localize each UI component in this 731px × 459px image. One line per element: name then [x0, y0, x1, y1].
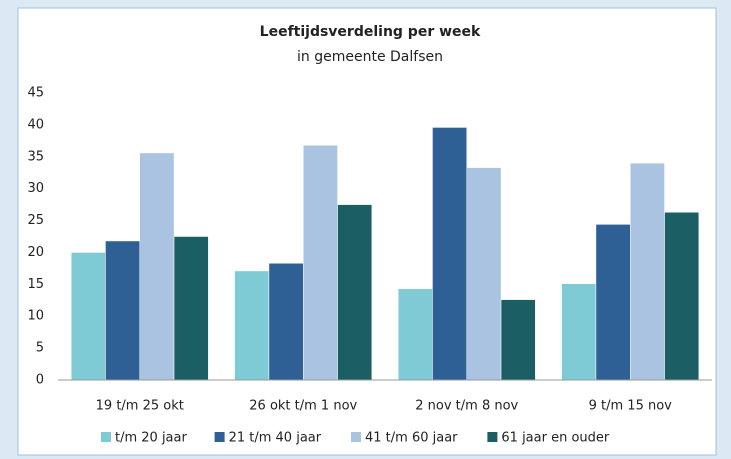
legend-label: 41 t/m 60 jaar	[365, 431, 458, 446]
y-tick-label: 10	[27, 309, 44, 324]
bar	[432, 127, 468, 381]
x-tick-label: 9 t/m 15 nov	[589, 399, 673, 414]
y-tick-label: 5	[36, 341, 44, 356]
y-tick-label: 35	[27, 149, 44, 164]
bar	[337, 204, 373, 381]
chart-title: Leeftijdsverdeling per week	[260, 24, 481, 40]
y-tick-label: 0	[36, 373, 44, 388]
legend-label: t/m 20 jaar	[115, 431, 187, 446]
bar	[173, 236, 209, 381]
bar	[105, 240, 140, 381]
bar	[466, 167, 502, 381]
x-tick-label: 2 nov t/m 8 nov	[415, 399, 518, 414]
y-tick-label: 30	[27, 181, 44, 196]
legend-label: 21 t/m 40 jaar	[229, 431, 322, 446]
bar	[664, 212, 700, 381]
legend-swatch	[101, 432, 111, 442]
legend-swatch	[487, 432, 498, 442]
bar	[234, 270, 270, 381]
y-tick-label: 20	[27, 245, 44, 260]
bar	[139, 152, 175, 381]
y-tick-label: 40	[27, 117, 44, 132]
bar	[561, 283, 597, 381]
bar	[595, 224, 631, 381]
bar	[397, 288, 433, 381]
bar	[500, 299, 536, 381]
bar	[268, 263, 304, 381]
y-tick-label: 25	[27, 213, 44, 228]
bar	[630, 162, 665, 381]
x-tick-label: 26 okt t/m 1 nov	[249, 399, 357, 414]
x-tick-label: 19 t/m 25 okt	[96, 399, 184, 414]
chart-subtitle: in gemeente Dalfsen	[297, 49, 443, 65]
y-tick-label: 45	[27, 86, 44, 101]
legend-label: 61 jaar en ouder	[501, 431, 610, 446]
y-tick-label: 15	[27, 277, 44, 292]
bar	[70, 252, 106, 381]
bar	[303, 145, 338, 381]
legend-swatch	[214, 432, 225, 442]
legend-swatch	[351, 432, 361, 442]
